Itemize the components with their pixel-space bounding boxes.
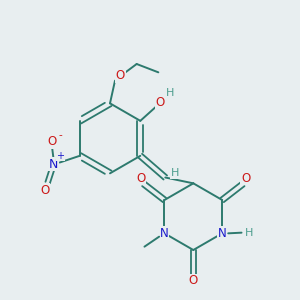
Text: H: H xyxy=(245,228,253,238)
Text: O: O xyxy=(116,70,125,83)
Text: O: O xyxy=(156,96,165,109)
Text: N: N xyxy=(49,158,58,171)
Text: N: N xyxy=(218,227,226,240)
Text: H: H xyxy=(166,88,175,98)
Text: O: O xyxy=(241,172,250,184)
Text: O: O xyxy=(136,172,146,184)
Text: O: O xyxy=(40,184,50,197)
Text: O: O xyxy=(189,274,198,287)
Text: +: + xyxy=(56,151,64,161)
Text: N: N xyxy=(160,227,169,240)
Text: O: O xyxy=(47,135,57,148)
Text: H: H xyxy=(170,169,179,178)
Text: -: - xyxy=(58,130,62,140)
